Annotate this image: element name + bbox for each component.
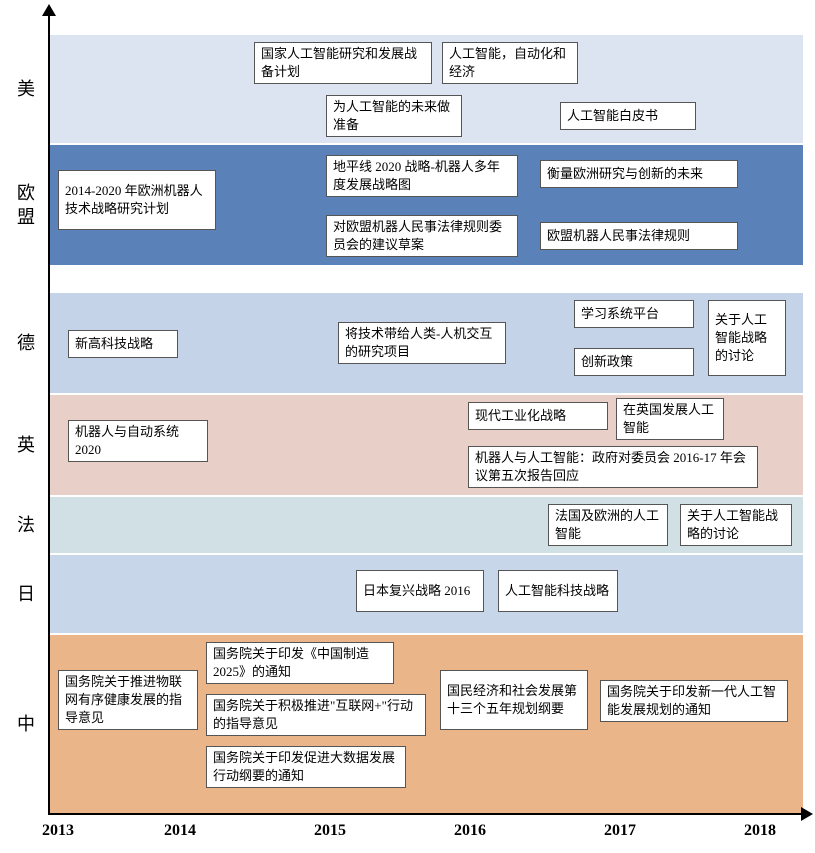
event-box: 创新政策: [574, 348, 694, 376]
row-label-char: 日: [17, 582, 35, 606]
event-box: 衡量欧洲研究与创新的未来: [540, 160, 738, 188]
event-box: 在英国发展人工智能: [616, 398, 724, 440]
event-box: 国务院关于推进物联网有序健康发展的指导意见: [58, 670, 198, 730]
event-box: 国务院关于积极推进"互联网+"行动的指导意见: [206, 694, 426, 736]
timeline-chart: 2013 2014 2015 2016 2017 2018 美欧盟德英法日中 国家人工智能…: [0, 0, 815, 853]
row-label-eu: 欧盟: [12, 145, 40, 265]
event-box: 国务院关于印发新一代人工智能发展规划的通知: [600, 680, 788, 722]
year-label: 2015: [314, 822, 346, 840]
row-label-de: 德: [12, 293, 40, 393]
year-label: 2016: [454, 822, 486, 840]
event-box: 新高科技战略: [68, 330, 178, 358]
row-label-fr: 法: [12, 497, 40, 553]
event-box: 对欧盟机器人民事法律规则委员会的建议草案: [326, 215, 518, 257]
event-box: 人工智能科技战略: [498, 570, 618, 612]
event-box: 人工智能，自动化和经济: [442, 42, 578, 84]
event-box: 法国及欧洲的人工智能: [548, 504, 668, 546]
row-label-char: 法: [17, 513, 35, 537]
row-label-char: 欧: [17, 181, 35, 205]
year-label: 2018: [744, 822, 776, 840]
row-label-jp: 日: [12, 555, 40, 633]
row-label-us: 美: [12, 35, 40, 143]
year-label: 2017: [604, 822, 636, 840]
event-box: 机器人与自动系统 2020: [68, 420, 208, 462]
event-box: 人工智能白皮书: [560, 102, 696, 130]
year-label: 2013: [42, 822, 74, 840]
event-box: 国务院关于印发《中国制造 2025》的通知: [206, 642, 394, 684]
event-box: 国民经济和社会发展第十三个五年规划纲要: [440, 670, 588, 730]
x-axis: [48, 813, 803, 815]
event-box: 欧盟机器人民事法律规则: [540, 222, 738, 250]
row-label-cn: 中: [12, 635, 40, 813]
event-box: 2014-2020 年欧洲机器人技术战略研究计划: [58, 170, 216, 230]
row-label-char: 盟: [17, 205, 35, 229]
event-box: 国家人工智能研究和发展战备计划: [254, 42, 432, 84]
event-box: 关于人工智能战略的讨论: [680, 504, 792, 546]
event-box: 为人工智能的未来做准备: [326, 95, 462, 137]
event-box: 关于人工智能战略的讨论: [708, 300, 786, 376]
row-label-char: 美: [17, 77, 35, 101]
event-box: 现代工业化战略: [468, 402, 608, 430]
y-axis-arrow: [42, 4, 56, 16]
year-label: 2014: [164, 822, 196, 840]
row-label-char: 中: [17, 712, 35, 736]
x-axis-arrow: [801, 807, 813, 821]
event-box: 地平线 2020 战略-机器人多年度发展战略图: [326, 155, 518, 197]
y-axis: [48, 12, 50, 815]
row-label-uk: 英: [12, 395, 40, 495]
row-label-char: 英: [17, 433, 35, 457]
row-label-char: 德: [17, 331, 35, 355]
event-box: 机器人与人工智能：政府对委员会 2016-17 年会议第五次报告回应: [468, 446, 758, 488]
event-box: 学习系统平台: [574, 300, 694, 328]
event-box: 将技术带给人类-人机交互的研究项目: [338, 322, 506, 364]
event-box: 日本复兴战略 2016: [356, 570, 484, 612]
event-box: 国务院关于印发促进大数据发展行动纲要的通知: [206, 746, 406, 788]
